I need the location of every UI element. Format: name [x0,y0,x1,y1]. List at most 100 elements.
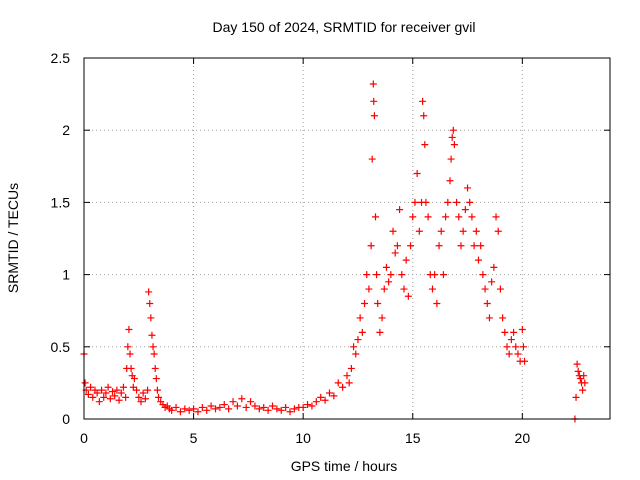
data-point [117,389,125,397]
data-point [419,97,427,105]
data-point [347,364,355,372]
data-point [446,177,454,185]
y-tick-label: 0 [62,411,70,427]
data-point [203,406,211,414]
data-point [370,112,378,120]
data-point [98,386,106,394]
data-point [407,242,415,250]
data-point [514,350,522,358]
data-point [461,206,469,214]
data-point [334,379,342,387]
data-point [190,405,198,413]
data-point [277,406,285,414]
data-point [149,343,157,351]
data-point [494,227,502,235]
data-point [421,141,429,149]
data-point [450,141,458,149]
data-point [220,401,228,409]
data-point [435,242,443,250]
data-point [385,278,393,286]
data-point [148,331,156,339]
data-point [100,393,108,401]
data-point [468,213,476,221]
data-point [104,383,112,391]
data-point [396,206,404,214]
data-point [312,398,320,406]
data-point [373,271,381,279]
data-point [371,213,379,221]
data-point [113,386,121,394]
data-point [93,389,101,397]
data-point [145,288,153,296]
data-point [150,350,158,358]
data-point [290,405,298,413]
data-point [428,285,436,293]
data-point [453,198,461,206]
data-point [481,285,489,293]
data-point [141,395,149,403]
data-point [470,242,478,250]
data-point [391,249,399,257]
data-point [125,325,133,333]
data-point [402,256,410,264]
data-point [139,389,147,397]
data-point [358,328,366,336]
data-point [194,408,202,416]
data-point [185,406,193,414]
data-point [448,133,456,141]
data-point [361,299,369,307]
data-point [433,299,441,307]
data-point [135,393,143,401]
data-point [155,393,163,401]
x-tick-label: 5 [190,430,198,446]
data-point [127,364,135,372]
data-point [352,350,360,358]
y-axis-label: SRMTID / TECUs [5,183,21,293]
y-tick-label: 2 [62,122,70,138]
data-point [273,405,281,413]
data-point [172,403,180,411]
data-point [299,403,307,411]
x-tick-label: 15 [405,430,421,446]
data-point [354,336,362,344]
data-point [413,170,421,178]
data-point [81,379,89,387]
data-point [356,314,364,322]
data-point [268,402,276,410]
data-point [457,242,465,250]
data-point [122,393,130,401]
data-point [255,405,263,413]
data-point [507,336,515,344]
data-point [501,328,509,336]
data-point [146,299,154,307]
data-point [111,392,119,400]
data-point [459,227,467,235]
chart-title: Day 150 of 2024, SRMTID for receiver gvi… [213,19,476,35]
data-point [282,403,290,411]
data-point [345,379,353,387]
axes: 0 5 10 15 20 0 0.5 1 1.5 2 2.5 [51,50,610,446]
data-point [368,155,376,163]
data-point [95,398,103,406]
data-point [147,314,155,322]
data-point [492,213,500,221]
data-point [521,357,529,365]
data-point [485,314,493,322]
data-points [80,80,589,423]
data-point [464,184,472,192]
data-point [87,383,95,391]
data-point [422,198,430,206]
data-point [409,213,417,221]
data-point [376,328,384,336]
data-point [181,405,189,413]
data-point [321,396,329,404]
data-point [439,271,447,279]
data-point [343,372,351,380]
data-point [238,395,246,403]
data-point [483,299,491,307]
data-point [144,386,152,394]
data-point [400,285,408,293]
data-point [233,402,241,410]
data-point [415,227,423,235]
data-point [198,403,206,411]
